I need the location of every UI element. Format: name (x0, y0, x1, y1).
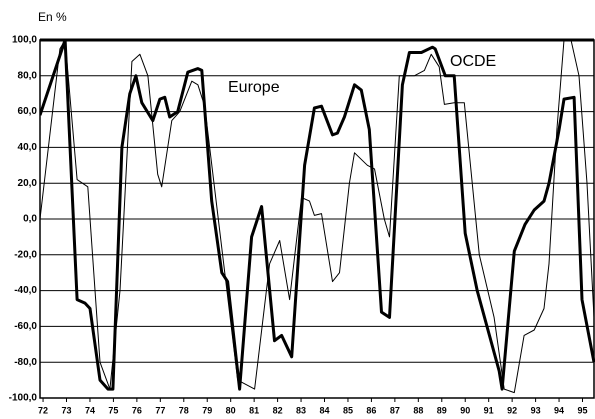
x-tick-label: 92 (507, 405, 517, 415)
plot-area (40, 38, 595, 394)
series-label: OCDE (450, 53, 496, 70)
x-tick-label: 83 (296, 405, 306, 415)
x-tick-label: 87 (390, 405, 400, 415)
x-tick-label: 88 (413, 405, 423, 415)
x-tick-label: 82 (273, 405, 283, 415)
y-tick-label: 60,0 (18, 106, 38, 117)
x-tick-label: 84 (319, 405, 329, 415)
y-tick-label: -80,0 (14, 357, 37, 368)
series-line (40, 38, 595, 391)
x-tick-label: 93 (531, 405, 541, 415)
y-tick-label: 20,0 (18, 178, 38, 189)
series-label-bg (226, 79, 282, 97)
x-tick-label: 91 (484, 405, 494, 415)
y-tick-label: -60,0 (14, 321, 37, 332)
x-tick-label: 72 (38, 405, 48, 415)
y-tick-label: 80,0 (18, 70, 38, 81)
series-label: Europe (228, 79, 280, 96)
y-tick-label: -40,0 (14, 285, 37, 296)
x-tick-label: 80 (226, 405, 236, 415)
series-line (40, 39, 595, 394)
x-tick-label: 79 (202, 405, 212, 415)
x-tick-label: 95 (577, 405, 587, 415)
x-tick-label: 81 (249, 405, 259, 415)
y-tick-label: 100,0 (12, 35, 37, 46)
y-tick-label: -100,0 (9, 393, 38, 404)
y-axis-label: En % (38, 10, 67, 24)
x-tick-label: 74 (85, 405, 95, 415)
series-label-bg (448, 53, 499, 71)
x-tick-label: 86 (366, 405, 376, 415)
x-tick-label: 75 (108, 405, 118, 415)
x-tick-label: 90 (460, 405, 470, 415)
x-tick-label: 94 (554, 405, 564, 415)
x-tick-label: 89 (437, 405, 447, 415)
y-tick-label: 40,0 (18, 142, 38, 153)
y-tick-label: -20,0 (14, 249, 37, 260)
x-tick-label: 77 (155, 405, 165, 415)
x-tick-label: 73 (61, 405, 71, 415)
x-tick-label: 78 (179, 405, 189, 415)
x-tick-label: 76 (132, 405, 142, 415)
y-tick-label: 0,0 (23, 214, 37, 225)
x-tick-label: 85 (343, 405, 353, 415)
